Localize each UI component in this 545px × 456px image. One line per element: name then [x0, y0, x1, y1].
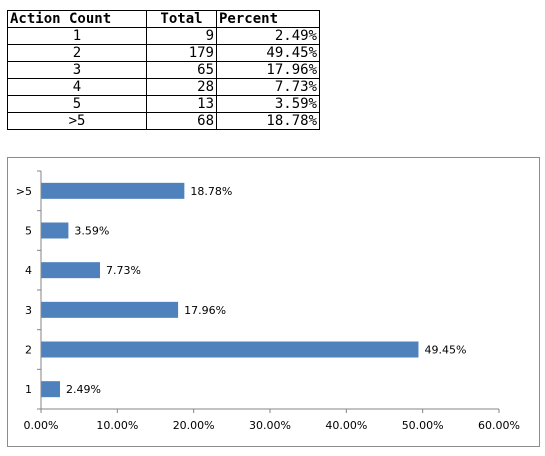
bar	[41, 222, 69, 239]
x-tick-label: 50.00%	[402, 419, 444, 432]
labels-layer: 0.00% 10.00% 20.00% 30.00% 40.00% 50.00% 60.00…	[16, 185, 520, 432]
cell-action-count: 1	[7, 27, 147, 45]
table-row: 5 13 3.59%	[7, 95, 320, 113]
cell-percent: 17.96%	[216, 61, 320, 79]
cell-action-count: 4	[7, 78, 147, 96]
bar	[41, 341, 419, 358]
x-tick-label: 0.00%	[24, 419, 59, 432]
cell-action-count: >5	[7, 112, 147, 130]
data-label: 49.45%	[424, 344, 466, 357]
cell-total: 65	[146, 61, 217, 79]
column-header-total: Total	[146, 10, 217, 28]
x-tick-label: 30.00%	[249, 419, 291, 432]
cell-total: 179	[146, 44, 217, 62]
cell-percent: 3.59%	[216, 95, 320, 113]
table-row: 1 9 2.49%	[7, 27, 320, 45]
y-tick-label: 5	[25, 225, 32, 238]
cell-percent: 2.49%	[216, 27, 320, 45]
y-tick-label: 3	[25, 304, 32, 317]
x-tick-label: 60.00%	[478, 419, 520, 432]
cell-action-count: 5	[7, 95, 147, 113]
cell-total: 13	[146, 95, 217, 113]
x-tick-label: 10.00%	[96, 419, 138, 432]
table-row: 3 65 17.96%	[7, 61, 320, 79]
data-label: 18.78%	[190, 185, 232, 198]
cell-percent: 49.45%	[216, 44, 320, 62]
y-tick-label: 1	[25, 383, 32, 396]
y-tick-label: 4	[25, 264, 32, 277]
data-label: 3.59%	[74, 225, 109, 238]
axis-layer	[37, 170, 500, 413]
bar	[41, 301, 179, 318]
data-label: 17.96%	[184, 304, 226, 317]
column-header-action-count: Action Count	[7, 10, 147, 28]
cell-total: 9	[146, 27, 217, 45]
table-row: >5 68 18.78%	[7, 112, 320, 130]
x-tick-label: 20.00%	[173, 419, 215, 432]
table-header-row: Action Count Total Percent	[7, 10, 320, 28]
bar	[41, 182, 185, 199]
table-row: 4 28 7.73%	[7, 78, 320, 96]
data-label: 7.73%	[106, 264, 141, 277]
cell-action-count: 2	[7, 44, 147, 62]
cell-total: 28	[146, 78, 217, 96]
data-table: Action Count Total Percent 1 9 2.49% 2 1…	[7, 10, 320, 130]
chart-frame: 0.00% 10.00% 20.00% 30.00% 40.00% 50.00% 60.00…	[7, 157, 540, 447]
data-label: 2.49%	[66, 383, 101, 396]
bar	[41, 262, 101, 279]
bar-chart: 0.00% 10.00% 20.00% 30.00% 40.00% 50.00% 60.00…	[16, 170, 520, 432]
bars-layer	[41, 182, 419, 398]
cell-action-count: 3	[7, 61, 147, 79]
table-row: 2 179 49.45%	[7, 44, 320, 62]
y-tick-label: 2	[25, 344, 32, 357]
cell-percent: 18.78%	[216, 112, 320, 130]
x-tick-label: 40.00%	[325, 419, 367, 432]
cell-total: 68	[146, 112, 217, 130]
bar	[41, 381, 61, 398]
y-tick-label: >5	[16, 185, 32, 198]
column-header-percent: Percent	[216, 10, 320, 28]
cell-percent: 7.73%	[216, 78, 320, 96]
